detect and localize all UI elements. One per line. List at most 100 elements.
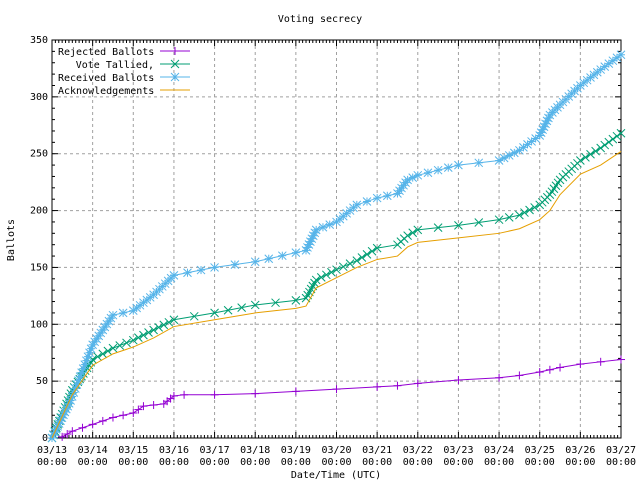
marker-stroke	[93, 352, 103, 362]
data-point-marker	[443, 163, 453, 172]
data-point	[291, 296, 301, 305]
data-point-marker	[327, 267, 336, 277]
marker-stroke	[338, 262, 348, 272]
data-point-marker	[78, 423, 87, 432]
marker-stroke	[311, 275, 321, 285]
data-point	[250, 300, 260, 310]
x-tick-label: 03/21	[362, 445, 392, 456]
x-tick-time-label: 00:00	[606, 457, 636, 468]
x-tick-label: 03/20	[321, 445, 351, 456]
data-point-marker	[600, 140, 610, 150]
marker-stroke	[332, 265, 341, 275]
marker-stroke	[372, 193, 382, 203]
marker-stroke	[128, 335, 138, 345]
data-point-marker	[139, 330, 148, 340]
data-point-marker	[612, 131, 622, 141]
marker-stroke	[530, 203, 539, 212]
marker-stroke	[433, 165, 443, 175]
x-tick-label: 03/19	[281, 445, 311, 456]
data-point-marker	[382, 191, 392, 201]
marker-stroke	[164, 317, 174, 327]
data-point	[403, 231, 412, 240]
x-tick-time-label: 00:00	[37, 457, 67, 468]
marker-stroke	[454, 221, 463, 230]
data-point-marker	[61, 404, 71, 414]
data-point-marker	[63, 430, 72, 439]
data-point	[251, 389, 260, 398]
data-point	[210, 308, 219, 318]
data-point	[495, 373, 504, 382]
data-point	[576, 156, 585, 165]
x-tick-label: 03/15	[118, 445, 148, 456]
data-point-marker	[318, 222, 328, 232]
data-point-marker	[504, 213, 514, 222]
data-point-marker	[433, 223, 443, 232]
grid	[52, 40, 621, 438]
legend-entry: Acknowledgements	[58, 86, 190, 97]
data-point	[616, 50, 626, 60]
data-point	[128, 335, 138, 345]
marker-stroke	[169, 271, 179, 280]
data-point	[515, 210, 524, 220]
marker-stroke	[362, 197, 372, 206]
marker-stroke	[98, 349, 108, 359]
marker-stroke	[408, 228, 418, 238]
legend-marker	[170, 72, 180, 82]
marker-stroke	[144, 328, 153, 337]
x-tick-time-label: 00:00	[78, 457, 108, 468]
marker-stroke	[210, 263, 219, 272]
data-point-marker	[183, 268, 192, 278]
data-point	[596, 65, 606, 74]
series-acknowledgements	[51, 151, 622, 439]
data-point	[413, 225, 423, 235]
data-point	[372, 243, 382, 253]
legend-entry: Vote Tallied,	[76, 59, 190, 71]
marker-stroke	[372, 243, 382, 253]
data-point-marker	[164, 317, 174, 327]
marker-stroke	[318, 222, 328, 232]
marker-stroke	[118, 308, 128, 318]
x-tick-time-label: 00:00	[484, 457, 514, 468]
data-point-marker	[338, 262, 348, 272]
data-point-marker	[134, 333, 143, 343]
marker-stroke	[250, 300, 260, 310]
marker-stroke	[362, 249, 372, 259]
marker-stroke	[230, 260, 240, 269]
series-group	[47, 50, 626, 443]
data-point-marker	[271, 298, 280, 308]
x-tick-label: 03/13	[37, 445, 67, 456]
data-point-marker	[154, 323, 164, 332]
data-point-marker	[499, 153, 509, 163]
marker-stroke	[237, 303, 247, 312]
data-point	[88, 420, 97, 429]
y-tick-label: 200	[30, 206, 48, 217]
x-tick-time-label: 00:00	[403, 457, 433, 468]
axes: 05010015020025030035003/1300:0003/1400:0…	[30, 35, 636, 468]
data-point	[454, 160, 463, 170]
series-line	[61, 359, 622, 438]
data-point	[108, 310, 118, 320]
plot-border	[51, 39, 622, 439]
data-point-marker	[586, 149, 595, 159]
data-point-marker	[264, 254, 274, 264]
data-point-marker	[345, 259, 355, 268]
marker-stroke	[321, 270, 331, 280]
x-tick-time-label: 00:00	[159, 457, 189, 468]
data-point-marker	[433, 165, 443, 175]
data-point	[413, 379, 422, 388]
marker-stroke	[616, 50, 626, 60]
data-point	[108, 413, 117, 422]
y-tick-label: 150	[30, 262, 48, 273]
legend-entry: Rejected Ballots	[58, 47, 190, 58]
marker-stroke	[170, 59, 180, 69]
marker-stroke	[604, 137, 614, 147]
marker-stroke	[357, 253, 367, 262]
data-point	[454, 376, 463, 385]
chart-title: Voting secrecy	[278, 14, 362, 25]
x-tick-time-label: 00:00	[200, 457, 230, 468]
x-tick-label: 03/14	[78, 445, 108, 456]
data-point-marker	[277, 251, 287, 261]
data-point	[413, 170, 423, 180]
data-point	[352, 200, 362, 210]
